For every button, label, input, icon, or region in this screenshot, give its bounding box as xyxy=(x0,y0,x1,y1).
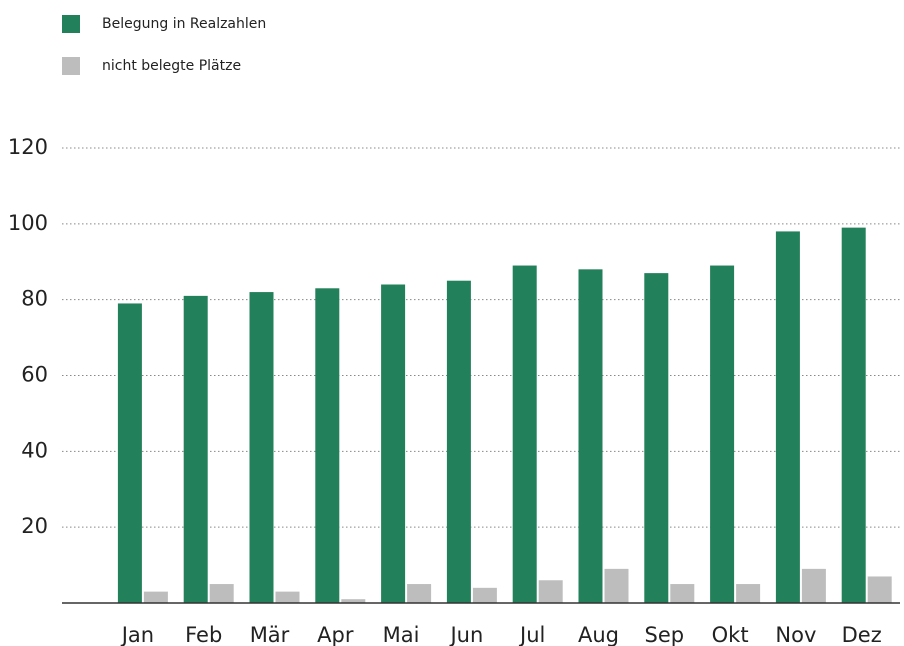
y-tick-label: 120 xyxy=(8,135,48,159)
bar xyxy=(341,599,366,603)
x-tick-label: Okt xyxy=(712,623,749,646)
x-tick-label: Jun xyxy=(448,623,483,646)
x-tick-label: Aug xyxy=(578,623,619,646)
bar xyxy=(512,265,537,603)
legend-label: Belegung in Realzahlen xyxy=(102,16,266,32)
y-tick-label: 60 xyxy=(21,363,48,387)
x-tick-label: Dez xyxy=(842,623,882,646)
bar xyxy=(841,227,866,603)
legend-swatch xyxy=(62,57,80,75)
bar xyxy=(775,231,800,603)
y-tick-label: 80 xyxy=(21,287,48,311)
x-tick-label: Apr xyxy=(317,623,354,646)
x-tick-label: Feb xyxy=(185,623,222,646)
x-tick-label: Jan xyxy=(120,623,154,646)
y-tick-label: 100 xyxy=(8,211,48,235)
x-tick-label: Jul xyxy=(518,623,545,646)
x-tick-label: Mai xyxy=(383,623,420,646)
bar xyxy=(381,284,406,603)
bar xyxy=(183,295,208,603)
bar xyxy=(446,280,471,603)
bar xyxy=(867,576,892,603)
bar xyxy=(604,568,629,603)
bar xyxy=(801,568,826,603)
bar xyxy=(736,584,761,603)
bar xyxy=(670,584,695,603)
bar xyxy=(143,591,168,603)
y-tick-label: 20 xyxy=(21,514,48,538)
x-tick-label: Sep xyxy=(645,623,685,646)
legend-swatch xyxy=(62,15,80,33)
bar xyxy=(249,292,274,603)
bar xyxy=(117,303,142,603)
bar xyxy=(578,269,603,603)
bar xyxy=(275,591,300,603)
bar xyxy=(538,580,563,603)
bar xyxy=(407,584,432,603)
y-tick-label: 40 xyxy=(21,438,48,462)
bar xyxy=(472,587,497,603)
x-tick-label: Mär xyxy=(250,623,290,646)
legend-label: nicht belegte Plätze xyxy=(102,58,241,74)
x-tick-label: Nov xyxy=(775,623,816,646)
bar xyxy=(710,265,735,603)
bar xyxy=(315,288,340,603)
bar xyxy=(209,584,234,603)
bar xyxy=(644,273,669,603)
